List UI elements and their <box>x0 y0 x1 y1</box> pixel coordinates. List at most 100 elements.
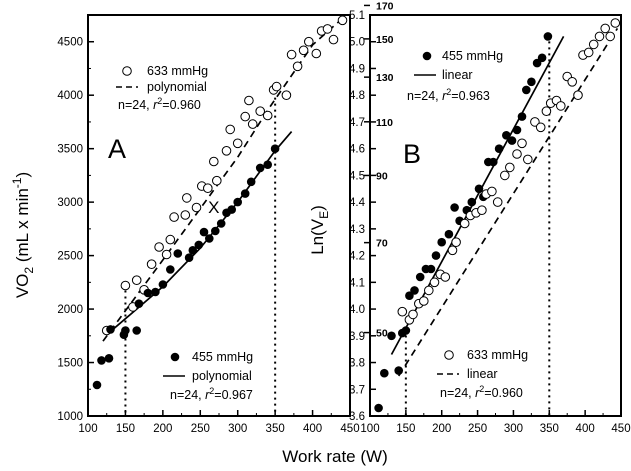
data-point-filled <box>380 368 389 378</box>
y-tick-label: 4.2 <box>349 251 365 263</box>
panel-a-points <box>92 15 348 390</box>
data-point-open <box>247 119 258 129</box>
data-point-open <box>120 280 131 291</box>
data-point-filled <box>246 177 256 187</box>
y-tick-label: 4.4 <box>349 197 366 209</box>
data-point-filled <box>437 237 447 247</box>
data-point-open <box>322 24 333 34</box>
panel-a-legend-bottom: 455 mmHg polynomial n=24, r2=0.967 <box>163 350 253 402</box>
legend-label-linear-2: linear <box>467 367 498 381</box>
data-point-filled <box>194 240 204 250</box>
data-point-open <box>512 149 522 159</box>
data-point-open <box>573 90 583 100</box>
y-tick-label: 3.7 <box>349 384 365 396</box>
legend-label-633: 633 mmHg <box>147 64 208 78</box>
data-point-filled <box>489 157 498 167</box>
x-tick-label: 350 <box>540 423 559 435</box>
data-point-filled <box>92 380 102 390</box>
panel-a-fit-lines <box>102 14 347 342</box>
data-point-open <box>535 122 546 133</box>
y-tick-label: 3500 <box>57 144 83 156</box>
legend-label-455: 455 mmHg <box>192 350 253 364</box>
data-point-filled <box>263 160 273 169</box>
data-point-open <box>541 106 552 116</box>
legend-filled-circle-marker <box>422 51 432 61</box>
y-tick-label: 4.9 <box>349 63 365 75</box>
x-tick-label: 400 <box>576 423 595 435</box>
legend-stats-633: n=24, r2=0.960 <box>118 96 201 112</box>
y-tick-label: 1000 <box>57 411 83 423</box>
data-point-open <box>583 47 594 58</box>
panel-b-y-axis-label: Ln(VE) <box>308 205 331 255</box>
x-tick-label: 400 <box>303 423 322 435</box>
data-point-open <box>182 193 192 203</box>
data-point-open <box>169 212 179 222</box>
panel-a-legend-top: 633 mmHg polynomial n=24, r2=0.960 <box>116 64 208 112</box>
x-tick-label: 150 <box>396 423 415 435</box>
data-point-open <box>244 95 254 106</box>
legend-stats-455: n=24, r2=0.963 <box>407 87 490 103</box>
x-tick-label: 100 <box>78 423 97 435</box>
data-point-open <box>240 111 250 122</box>
data-point-open <box>209 156 219 167</box>
data-point-filled <box>216 219 226 228</box>
data-point-filled <box>522 85 531 95</box>
y-tick-label: 1500 <box>57 358 83 370</box>
data-point-filled <box>132 326 141 335</box>
data-point-filled <box>426 264 436 274</box>
data-point-filled <box>158 280 168 289</box>
data-point-open <box>408 309 418 320</box>
data-point-open <box>605 31 616 42</box>
data-point-open <box>328 34 339 45</box>
data-point-open <box>180 210 191 220</box>
legend-stats-455: n=24, r2=0.967 <box>170 386 253 402</box>
ve-tick-label: 70 <box>376 238 388 250</box>
data-point-open <box>255 106 266 116</box>
data-point-open <box>594 31 605 42</box>
data-point-open <box>588 39 599 50</box>
data-point-filled <box>227 205 236 214</box>
data-point-filled <box>494 144 504 153</box>
data-point-filled <box>401 326 411 335</box>
data-point-open <box>221 146 232 156</box>
fit-line <box>102 14 347 342</box>
data-point-filled <box>255 163 265 173</box>
data-point-open <box>459 218 470 229</box>
y-tick-label: 3.9 <box>349 331 365 343</box>
data-point-open <box>477 205 487 215</box>
data-point-open <box>419 296 429 306</box>
data-point-open <box>281 90 292 100</box>
x-tick-label: 450 <box>611 423 630 435</box>
data-point-open <box>232 138 243 149</box>
data-point-open <box>337 15 348 26</box>
data-point-open <box>567 77 578 87</box>
data-point-open <box>556 101 566 111</box>
y-tick-label: 5.0 <box>349 37 365 49</box>
data-point-filled <box>374 403 383 413</box>
panel-b-label: B <box>403 139 421 169</box>
data-point-open <box>424 285 434 296</box>
ve-tick-label: 150 <box>376 34 394 46</box>
data-point-open <box>154 242 164 252</box>
data-point-filled <box>527 77 536 87</box>
data-point-filled <box>134 299 144 309</box>
data-point-filled <box>166 265 175 274</box>
data-point-open <box>203 183 213 193</box>
data-point-filled <box>104 354 114 363</box>
data-point-open <box>311 48 322 59</box>
data-point-open <box>304 36 314 47</box>
panel-a-axes: 100 150 200 250 300 350 400 450 1000 1500 2000 2500… <box>57 37 359 435</box>
x-tick-label: 100 <box>360 423 379 435</box>
data-point-open <box>447 245 458 256</box>
data-point-filled <box>467 197 477 207</box>
panel-b-guide-lines <box>404 41 551 416</box>
data-point-open <box>165 234 176 245</box>
ve-tick-label: 130 <box>376 72 394 84</box>
y-tick-label: 3.8 <box>349 358 365 370</box>
fit-line <box>397 27 619 377</box>
data-point-filled <box>410 286 419 295</box>
data-point-open <box>610 18 621 28</box>
data-point-filled <box>151 287 160 297</box>
data-point-filled <box>143 288 153 298</box>
y-tick-label: 2500 <box>57 251 83 263</box>
